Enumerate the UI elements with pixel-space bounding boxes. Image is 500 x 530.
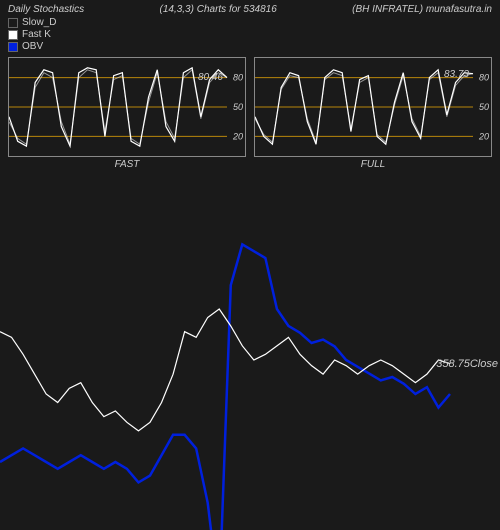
full-label: FULL — [254, 159, 492, 170]
legend-label: Slow_D — [22, 17, 56, 29]
svg-text:80.46: 80.46 — [198, 72, 223, 83]
fast-stochastic-chart: 20 50 80 80.46 — [8, 57, 246, 157]
svg-text:20: 20 — [478, 131, 489, 141]
title-left: Daily Stochastics — [8, 4, 84, 15]
legend-slow-d: Slow_D — [8, 17, 492, 29]
title-right: (BH INFRATEL) munafasutra.in — [352, 4, 492, 15]
title-center: (14,3,3) Charts for 534816 — [159, 4, 276, 15]
legend-obv: OBV — [8, 41, 492, 53]
swatch-icon — [8, 30, 18, 40]
svg-text:50: 50 — [233, 102, 243, 112]
fast-label: FAST — [8, 159, 246, 170]
swatch-icon — [8, 42, 18, 52]
svg-text:20: 20 — [232, 131, 243, 141]
close-value-label: 358.75Close — [436, 358, 498, 370]
swatch-icon — [8, 18, 18, 28]
svg-text:80: 80 — [233, 73, 243, 83]
svg-text:83.73: 83.73 — [444, 69, 469, 80]
price-obv-chart: 358.75Close — [0, 190, 500, 530]
stochastic-panels: 20 50 80 80.46 20 50 80 83.73 — [0, 57, 500, 157]
svg-text:80: 80 — [479, 73, 489, 83]
chart-header: Daily Stochastics (14,3,3) Charts for 53… — [0, 0, 500, 17]
legend-fast-k: Fast K — [8, 29, 492, 41]
full-stochastic-chart: 20 50 80 83.73 — [254, 57, 492, 157]
panel-labels: FAST FULL — [0, 157, 500, 170]
legend-label: Fast K — [22, 29, 51, 41]
legend: Slow_D Fast K OBV — [0, 17, 500, 57]
legend-label: OBV — [22, 41, 43, 53]
svg-text:50: 50 — [479, 102, 489, 112]
